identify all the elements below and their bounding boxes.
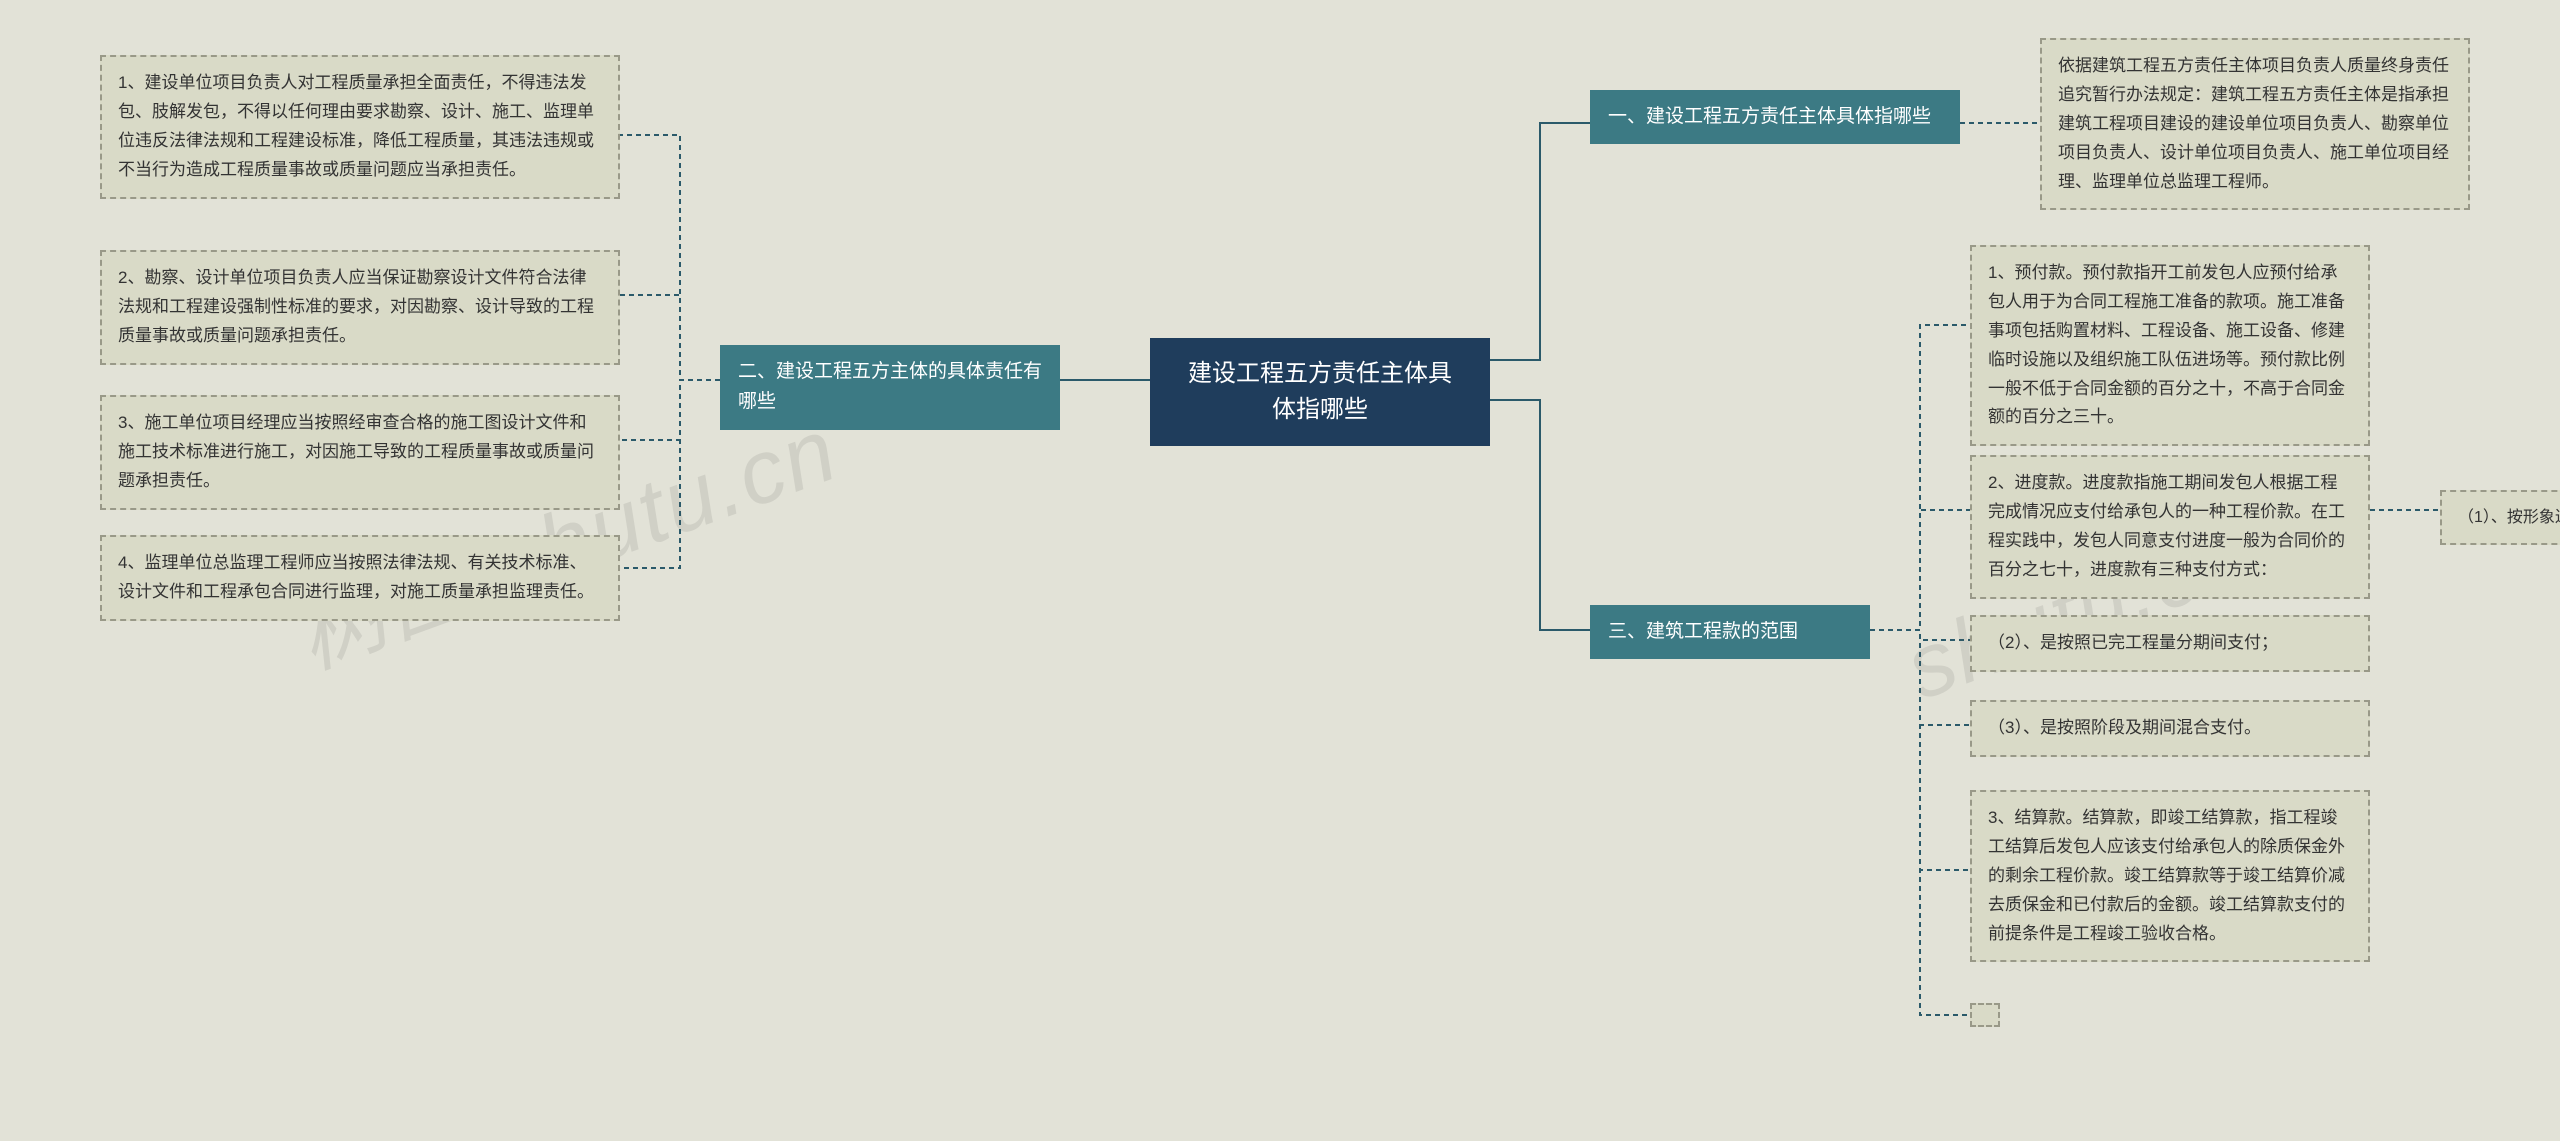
branch-right-bottom: 三、建筑工程款的范围 <box>1590 605 1870 659</box>
leaf-right-bottom-1: 1、预付款。预付款指开工前发包人应预付给承包人用于为合同工程施工准备的款项。施工… <box>1970 245 2370 446</box>
root-node: 建设工程五方责任主体具 体指哪些 <box>1150 338 1490 446</box>
leaf-left-2: 2、勘察、设计单位项目负责人应当保证勘察设计文件符合法律法规和工程建设强制性标准… <box>100 250 620 365</box>
leaf-sub-child: （1）、按形象进度分阶段支付； <box>2440 490 2560 545</box>
root-line2: 体指哪些 <box>1272 396 1368 423</box>
leaf-right-bottom-5: 3、结算款。结算款，即竣工结算款，指工程竣工结算后发包人应该支付给承包人的除质保… <box>1970 790 2370 962</box>
leaf-right-bottom-4: （3）、是按照阶段及期间混合支付。 <box>1970 700 2370 757</box>
root-line1: 建设工程五方责任主体具 <box>1188 360 1452 387</box>
leaf-left-1: 1、建设单位项目负责人对工程质量承担全面责任，不得违法发包、肢解发包，不得以任何… <box>100 55 620 199</box>
leaf-left-3: 3、施工单位项目经理应当按照经审查合格的施工图设计文件和施工技术标准进行施工，对… <box>100 395 620 510</box>
leaf-right-bottom-2: 2、进度款。进度款指施工期间发包人根据工程完成情况应支付给承包人的一种工程价款。… <box>1970 455 2370 599</box>
branch-left: 二、建设工程五方主体的具体责任有哪些 <box>720 345 1060 430</box>
leaf-left-4: 4、监理单位总监理工程师应当按照法律法规、有关技术标准、设计文件和工程承包合同进… <box>100 535 620 621</box>
empty-leaf <box>1970 1003 2000 1027</box>
leaf-right-bottom-3: （2）、是按照已完工程量分期间支付； <box>1970 615 2370 672</box>
leaf-right-top-1: 依据建筑工程五方责任主体项目负责人质量终身责任追究暂行办法规定：建筑工程五方责任… <box>2040 38 2470 210</box>
branch-right-top: 一、建设工程五方责任主体具体指哪些 <box>1590 90 1960 144</box>
